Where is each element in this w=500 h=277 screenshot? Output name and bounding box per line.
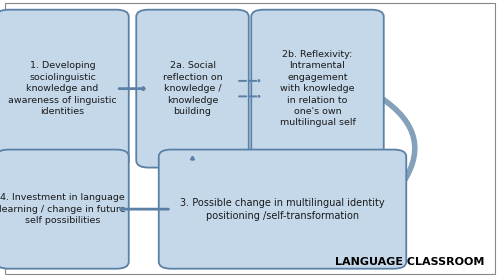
Text: 3. Possible change in multilingual identity
positioning /self-transformation: 3. Possible change in multilingual ident…	[180, 198, 385, 220]
Text: 1. Developing
sociolinguistic
knowledge and
awareness of linguistic
identities: 1. Developing sociolinguistic knowledge …	[8, 61, 117, 116]
Text: LANGUAGE CLASSROOM: LANGUAGE CLASSROOM	[336, 257, 484, 267]
FancyBboxPatch shape	[158, 150, 406, 269]
Text: 4. Investment in language
learning / change in future
self possibilities: 4. Investment in language learning / cha…	[0, 193, 126, 225]
Text: 2a. Social
reflection on
knowledge /
knowledge
building: 2a. Social reflection on knowledge / kno…	[162, 61, 222, 116]
FancyArrowPatch shape	[380, 97, 415, 189]
FancyBboxPatch shape	[0, 10, 129, 168]
Text: 2b. Reflexivity:
Intramental
engagement
with knowledge
in relation to
one's own
: 2b. Reflexivity: Intramental engagement …	[280, 50, 355, 127]
FancyBboxPatch shape	[136, 10, 248, 168]
FancyBboxPatch shape	[0, 150, 129, 269]
FancyBboxPatch shape	[251, 10, 384, 168]
